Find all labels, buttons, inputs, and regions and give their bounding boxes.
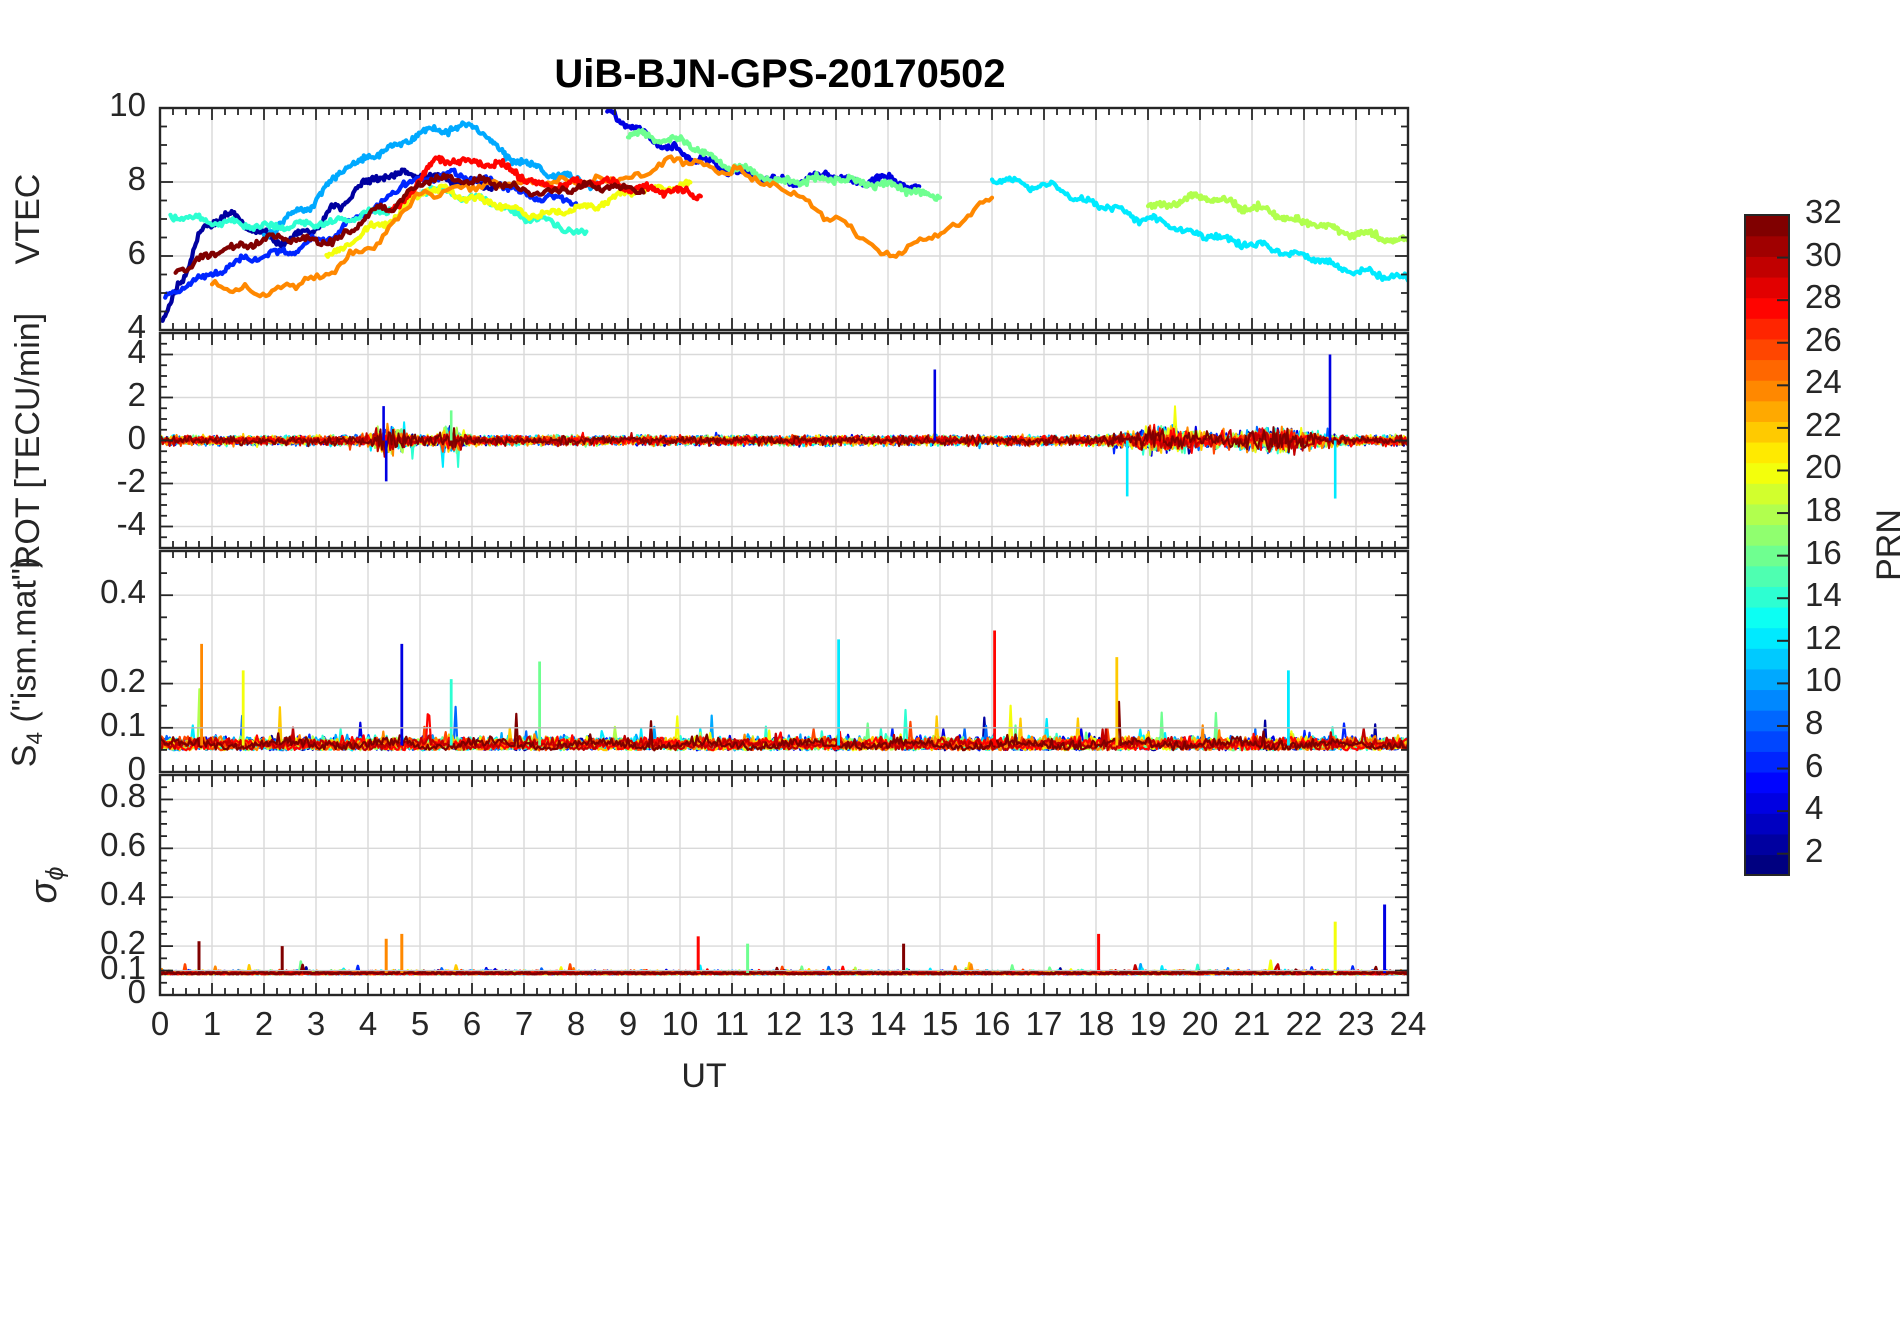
xtick-label-5: 5 (410, 1005, 430, 1042)
xtick-label-10: 10 (661, 1005, 699, 1042)
xtick-label-2: 2 (254, 1005, 274, 1042)
ytick-sigma_phi-1: 0.1 (100, 948, 146, 986)
ylabel-rot: ROT [TECU/min] (9, 312, 47, 569)
colorbar-tick-24: 24 (1805, 363, 1842, 401)
ytick-rot-4: 4 (127, 332, 146, 370)
xtick-label-4: 4 (358, 1005, 378, 1042)
xtick-label-14: 14 (869, 1005, 907, 1042)
colorbar-tick-12: 12 (1805, 618, 1842, 656)
xtick-label-19: 19 (1129, 1005, 1167, 1042)
xtick-label-20: 20 (1181, 1005, 1219, 1042)
xtick-label-9: 9 (618, 1005, 638, 1042)
colorbar-tick-20: 20 (1805, 448, 1842, 486)
xtick-label-1: 1 (202, 1005, 222, 1042)
ylabel-sigma-phi: σϕ (22, 866, 69, 904)
ytick-sigma_phi-0: 0 (127, 973, 146, 1010)
figure-title: UiB-BJN-GPS-20170502 (554, 52, 1006, 96)
xtick-label-13: 13 (817, 1005, 855, 1042)
xtick-label-12: 12 (765, 1005, 803, 1042)
ytick-s4-2: 0.2 (100, 661, 146, 699)
ylabel-s4: S4 ("ism.mat") (5, 556, 47, 767)
ytick-vtec-1: 6 (127, 234, 146, 271)
colorbar-tick-14: 14 (1805, 576, 1842, 614)
ytick-rot-3: 2 (127, 375, 146, 413)
colorbar-tick-32: 32 (1805, 193, 1842, 230)
colorbar-tick-10: 10 (1805, 661, 1842, 699)
xtick-label-21: 21 (1233, 1005, 1271, 1042)
ytick-vtec-0: 4 (127, 308, 146, 345)
xtick-label-17: 17 (1025, 1005, 1063, 1042)
colorbar-tick-16: 16 (1805, 533, 1842, 571)
xtick-label-0: 0 (150, 1005, 170, 1042)
ytick-sigma_phi-4: 0.6 (100, 826, 146, 864)
ytick-rot-1: -2 (116, 461, 146, 499)
xtick-label-22: 22 (1285, 1005, 1323, 1042)
xtick-label-11: 11 (714, 1005, 750, 1042)
xtick-label-16: 16 (973, 1005, 1011, 1042)
ylabel-vtec: VTEC (9, 173, 47, 265)
ytick-s4-0: 0 (127, 750, 146, 787)
colorbar-label: PRN (1870, 509, 1902, 581)
ytick-sigma_phi-2: 0.2 (100, 924, 146, 962)
xtick-label-15: 15 (921, 1005, 959, 1042)
ytick-sigma_phi-5: 0.8 (100, 777, 146, 815)
ytick-sigma_phi-3: 0.4 (100, 875, 146, 913)
xtick-label-23: 23 (1337, 1005, 1375, 1042)
xtick-label-3: 3 (306, 1005, 326, 1042)
colorbar-tick-30: 30 (1805, 235, 1842, 273)
xtick-label-18: 18 (1077, 1005, 1115, 1042)
colorbar-tick-2: 2 (1805, 831, 1824, 869)
colorbar-tick-4: 4 (1805, 789, 1824, 827)
x-axis-label: UT (681, 1057, 727, 1095)
colorbar-tick-22: 22 (1805, 405, 1842, 443)
xtick-label-6: 6 (462, 1005, 482, 1042)
ytick-rot-0: -4 (116, 504, 146, 542)
xtick-label-8: 8 (566, 1005, 586, 1042)
xtick-label-24: 24 (1389, 1005, 1427, 1042)
ytick-rot-2: 0 (127, 418, 146, 456)
colorbar-tick-6: 6 (1805, 746, 1824, 784)
colorbar-tick-26: 26 (1805, 320, 1842, 358)
xtick-label-7: 7 (514, 1005, 534, 1042)
colorbar-tick-8: 8 (1805, 703, 1824, 741)
ytick-s4-3: 0.4 (100, 573, 146, 611)
ytick-s4-1: 0.1 (100, 705, 146, 743)
ytick-vtec-2: 8 (127, 160, 146, 197)
ytick-vtec-3: 10 (109, 86, 146, 123)
colorbar-tick-18: 18 (1805, 491, 1842, 529)
colorbar-tick-28: 28 (1805, 278, 1842, 316)
